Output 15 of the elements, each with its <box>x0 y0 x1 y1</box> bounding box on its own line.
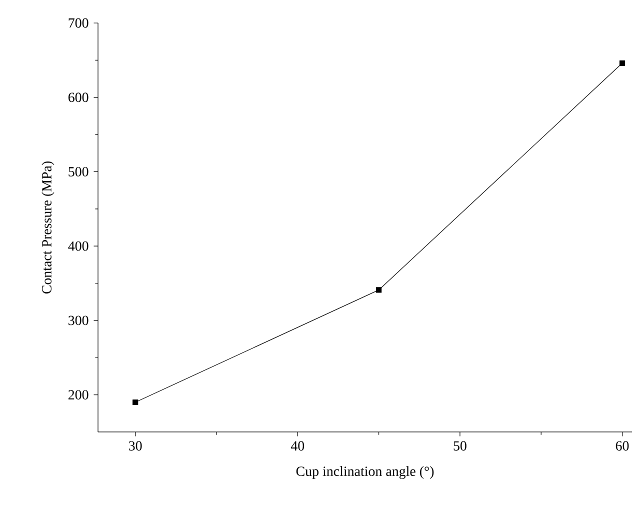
x-tick-label: 60 <box>616 441 629 451</box>
x-axis-title: Cup inclination angle (°) <box>296 466 434 479</box>
x-tick-label: 30 <box>129 441 142 451</box>
point <box>619 60 626 66</box>
y-tick-label: 500 <box>68 167 88 176</box>
y-tick-label: 200 <box>68 390 88 400</box>
x-tick-label: 40 <box>290 441 304 451</box>
y-tick-label: 400 <box>68 241 88 251</box>
x-tick-label: 50 <box>454 441 466 451</box>
y-tick-label: 700 <box>68 18 88 28</box>
y-axis-title: Contact Pressure (MPa) <box>42 161 54 294</box>
y-tick-label: 300 <box>68 316 88 326</box>
y-tick-label: 600 <box>68 92 88 102</box>
point <box>376 287 382 293</box>
point <box>132 399 138 406</box>
